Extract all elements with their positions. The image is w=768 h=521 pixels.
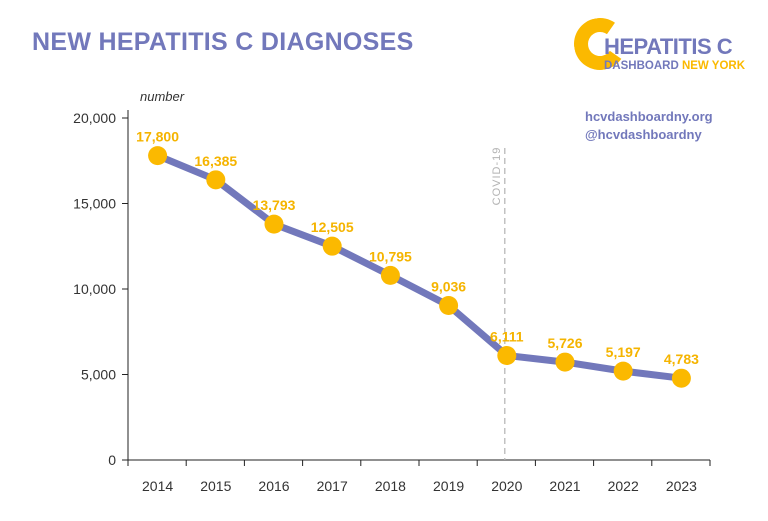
data-label: 16,385 (194, 153, 237, 169)
y-tick-label: 15,000 (73, 196, 116, 212)
website-link[interactable]: hcvdashboardny.org (585, 109, 713, 124)
covid-annotation-label: COVID-19 (491, 147, 503, 206)
x-tick-label: 2014 (142, 478, 173, 494)
y-axis-label: number (140, 89, 185, 104)
data-point (380, 265, 400, 285)
hepatitis-c-dashboard-logo: HEPATITIS C DASHBOARD NEW YORK (569, 13, 762, 96)
x-tick-label: 2022 (608, 478, 639, 494)
data-label: 10,795 (369, 248, 412, 264)
x-tick-label: 2020 (491, 478, 522, 494)
data-point (206, 170, 226, 190)
data-point (613, 361, 633, 381)
data-point (148, 146, 168, 166)
data-label: 13,793 (253, 197, 296, 213)
logo-sub-dashboard: DASHBOARD (604, 60, 679, 72)
data-label: 6,111 (490, 329, 524, 345)
y-tick-label: 20,000 (73, 110, 116, 126)
x-tick-label: 2023 (666, 478, 697, 494)
data-label: 5,726 (547, 335, 582, 351)
logo-name: HEPATITIS C (604, 34, 733, 59)
data-label: 4,783 (664, 351, 699, 367)
data-point (497, 346, 517, 366)
x-tick-label: 2019 (433, 478, 464, 494)
data-label: 5,197 (606, 344, 641, 360)
data-point (439, 295, 459, 315)
chart-title: NEW HEPATITIS C DIAGNOSES (32, 28, 414, 56)
data-point (671, 368, 691, 388)
logo-subtitle: DASHBOARD NEW YORK (604, 60, 745, 72)
x-tick-label: 2021 (549, 478, 580, 494)
data-label: 17,800 (136, 129, 179, 145)
data-label: 12,505 (311, 219, 354, 235)
x-tick-label: 2017 (317, 478, 348, 494)
data-point (322, 236, 342, 256)
social-handle[interactable]: @hcvdashboardny (585, 127, 702, 142)
data-point (264, 214, 284, 234)
x-tick-label: 2015 (200, 478, 231, 494)
y-tick-label: 0 (108, 452, 116, 468)
data-label: 9,036 (431, 278, 466, 294)
y-tick-label: 5,000 (81, 367, 116, 383)
x-tick-label: 2016 (258, 478, 289, 494)
logo-sub-region: NEW YORK (681, 60, 745, 72)
y-tick-label: 10,000 (73, 281, 116, 297)
series-line (154, 152, 685, 382)
x-tick-label: 2018 (375, 478, 406, 494)
data-point (555, 352, 575, 372)
contact-links: hcvdashboardny.org @hcvdashboardny (585, 108, 713, 144)
